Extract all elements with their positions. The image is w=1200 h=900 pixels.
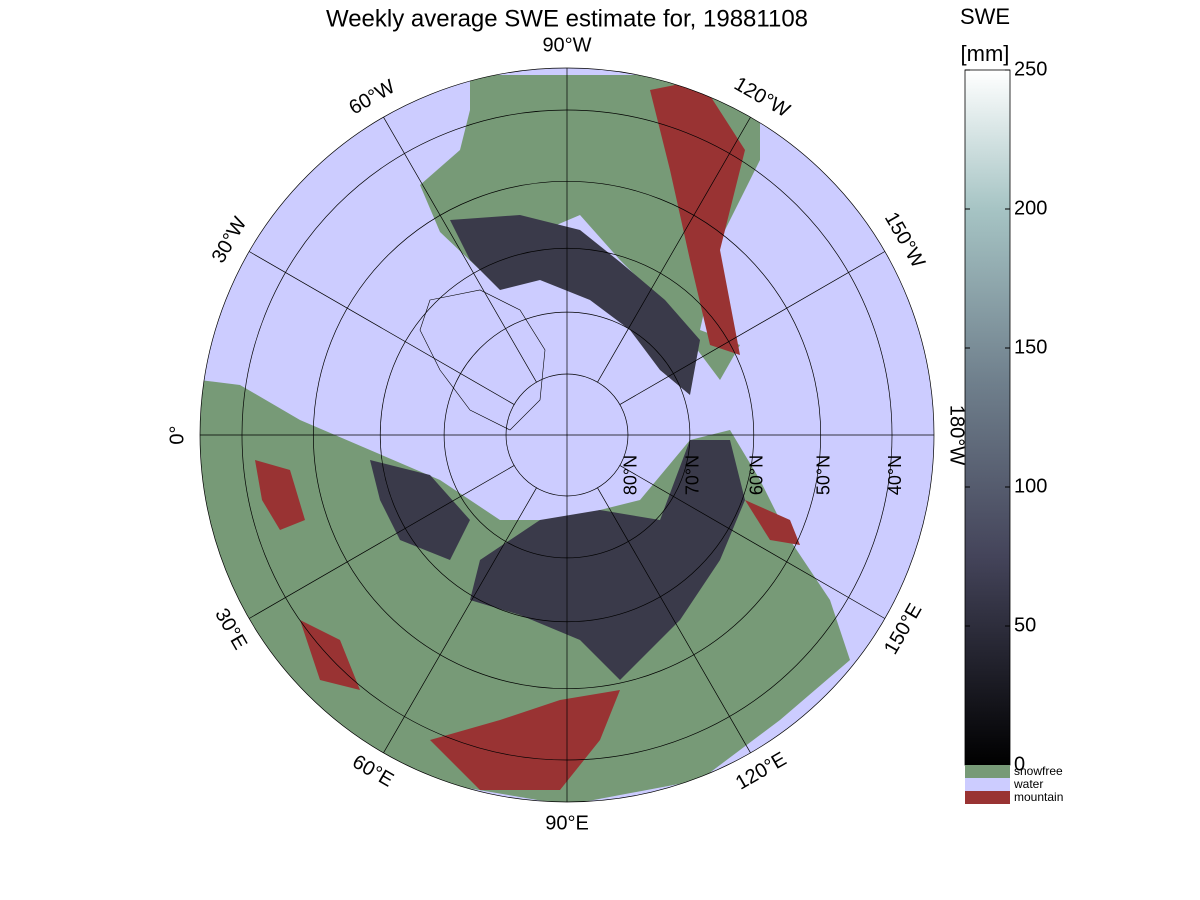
mountain-scandinavia xyxy=(255,460,305,530)
colorbar-title: SWE xyxy=(960,4,1010,29)
colorbar-tick-label: 50 xyxy=(1014,614,1036,636)
parallel-label: 40°N xyxy=(885,455,905,495)
legend-label: water xyxy=(1013,777,1043,791)
mountain-ne-siberia xyxy=(745,500,800,545)
title: Weekly average SWE estimate for, 1988110… xyxy=(326,5,808,32)
colorbar-tick-label: 0 xyxy=(1014,753,1025,775)
colorbar-tick-label: 150 xyxy=(1014,336,1047,358)
colorbar xyxy=(964,69,1011,766)
meridian xyxy=(383,116,537,383)
legend-label: snowfree xyxy=(1014,764,1063,778)
parallel-label: 80°N xyxy=(621,455,641,495)
meridian-label: 90°W xyxy=(542,34,591,56)
meridian xyxy=(619,465,886,619)
legend-label: mountain xyxy=(1014,790,1063,804)
greenland xyxy=(419,289,546,431)
legend-swatch xyxy=(965,765,1010,778)
snow-north-america xyxy=(450,215,700,395)
legend-swatch xyxy=(965,778,1010,791)
meridian xyxy=(597,487,751,754)
colorbar-unit: [mm] xyxy=(961,41,1010,66)
meridian-label: 30°E xyxy=(210,605,251,654)
colorbar-tick-label: 200 xyxy=(1014,197,1047,219)
meridian xyxy=(619,251,886,405)
snow-europe xyxy=(370,460,470,560)
parallel-label: 50°N xyxy=(813,455,833,495)
meridian-label: 90°E xyxy=(545,812,589,834)
parallel-label: 70°N xyxy=(683,455,703,495)
meridian xyxy=(248,465,515,619)
meridian-label: 180°W xyxy=(946,405,968,465)
mountain-himalaya xyxy=(430,690,620,790)
meridian-label: 0° xyxy=(166,425,188,444)
colorbar-tick-label: 250 xyxy=(1014,58,1047,80)
meridian-label: 60°E xyxy=(348,751,397,792)
map xyxy=(200,68,934,802)
graticule: 80°N 70°N 60°N 50°N 40°N90°W120°W150°W180°W1… xyxy=(166,34,967,834)
meridian xyxy=(383,487,537,754)
meridian xyxy=(597,116,751,383)
colorbar-tick-label: 100 xyxy=(1014,475,1047,497)
meridian xyxy=(248,251,515,405)
legend-swatch xyxy=(965,791,1010,804)
parallel-label: 60°N xyxy=(747,455,767,495)
snow-siberia xyxy=(470,440,745,680)
